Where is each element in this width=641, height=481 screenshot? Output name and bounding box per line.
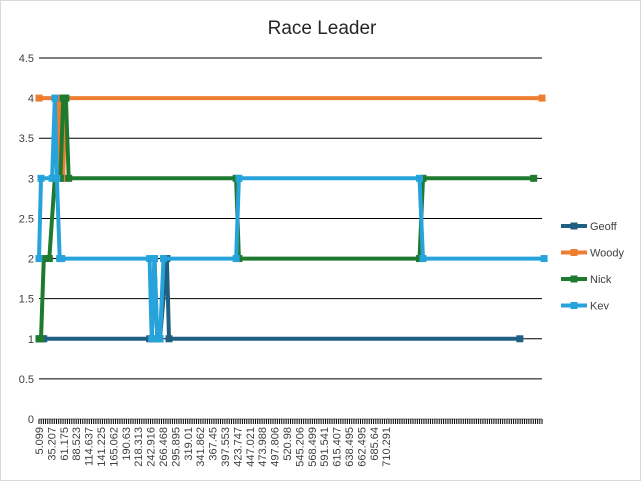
y-tick-label: 3 bbox=[28, 173, 34, 185]
gridlines bbox=[39, 57, 542, 420]
data-point-geoff bbox=[516, 335, 524, 343]
x-tick-label: 141.225 bbox=[96, 427, 108, 467]
x-tick-label: 638.495 bbox=[344, 427, 356, 467]
x-tick-label: 520.98 bbox=[282, 427, 294, 461]
data-point-woody bbox=[35, 94, 43, 102]
data-point-nick bbox=[65, 174, 73, 182]
x-tick-label: 242.916 bbox=[146, 427, 158, 467]
x-tick-label: 423.747 bbox=[232, 427, 244, 467]
data-point-nick bbox=[530, 174, 538, 182]
x-tick-label: 190.63 bbox=[121, 427, 133, 461]
data-point-nick bbox=[45, 255, 53, 263]
x-tick-label: 591.541 bbox=[319, 427, 331, 467]
data-point-kev bbox=[51, 94, 59, 102]
data-point-nick bbox=[62, 94, 70, 102]
data-point-kev bbox=[232, 255, 240, 263]
data-point-nick bbox=[37, 335, 45, 343]
legend-marker-geoff bbox=[570, 222, 578, 230]
legend-label-woody: Woody bbox=[590, 248, 625, 260]
x-tick-label: 319.01 bbox=[183, 427, 195, 461]
y-tick-label: 3.5 bbox=[19, 133, 34, 145]
y-tick-label: 2 bbox=[28, 254, 34, 266]
x-tick-label: 473.988 bbox=[257, 427, 269, 467]
legend-label-kev: Kev bbox=[590, 301, 609, 313]
x-tick-label: 341.862 bbox=[195, 427, 207, 467]
data-point-kev bbox=[150, 255, 158, 263]
x-tick-label: 615.407 bbox=[332, 427, 344, 467]
x-tick-label: 545.206 bbox=[294, 427, 306, 467]
data-point-kev bbox=[148, 335, 156, 343]
x-tick-label: 218.313 bbox=[133, 427, 145, 467]
legend-marker-woody bbox=[570, 249, 578, 256]
data-point-kev bbox=[146, 255, 154, 263]
axes: 0 0.5 1 1.5 2 2.5 3 3.5 4 4.5 5.099 35.207 61.175 88.… bbox=[19, 53, 543, 467]
x-tick-label: 710.291 bbox=[381, 427, 393, 467]
legend: Geoff Woody Nick Kev bbox=[561, 221, 625, 313]
legend-marker-nick bbox=[570, 275, 578, 283]
data-point-kev bbox=[419, 255, 427, 263]
data-point-kev bbox=[159, 255, 167, 263]
data-point-kev bbox=[48, 174, 56, 182]
legend-label-geoff: Geoff bbox=[590, 221, 618, 233]
x-tick-label: 497.806 bbox=[270, 427, 282, 467]
data-point-geoff bbox=[165, 335, 173, 343]
legend-marker-kev bbox=[570, 302, 578, 309]
x-tick-label: 266.468 bbox=[158, 427, 170, 467]
y-tick-label: 1 bbox=[28, 334, 34, 346]
y-tick-label: 0 bbox=[28, 414, 34, 426]
data-point-woody bbox=[538, 94, 546, 102]
x-tick-label: 685.64 bbox=[369, 427, 381, 461]
y-tick-label: 2.5 bbox=[19, 213, 34, 225]
series-line-kev bbox=[37, 98, 545, 341]
x-tick-label: 662.495 bbox=[356, 427, 368, 467]
y-tick-label: 1.5 bbox=[19, 294, 34, 306]
y-tick-label: 0.5 bbox=[19, 374, 34, 386]
data-point-kev bbox=[37, 174, 45, 182]
data-point-kev bbox=[416, 174, 424, 182]
x-tick-label: 367.45 bbox=[208, 427, 220, 461]
y-tick-label: 4 bbox=[28, 93, 34, 105]
legend-label-nick: Nick bbox=[590, 274, 612, 286]
data-point-kev bbox=[35, 255, 43, 263]
x-tick-label: 88.523 bbox=[71, 427, 83, 461]
chart-title: Race Leader bbox=[268, 18, 377, 39]
x-tick-label: 295.895 bbox=[170, 427, 182, 467]
x-tick-label: 397.553 bbox=[220, 427, 232, 467]
data-point-kev bbox=[235, 174, 243, 182]
data-point-kev bbox=[53, 174, 61, 182]
y-tick-label: 4.5 bbox=[19, 53, 34, 65]
x-tick-label: 61.175 bbox=[59, 427, 71, 461]
data-point-kev bbox=[58, 255, 66, 263]
x-tick-label: 568.499 bbox=[307, 427, 319, 467]
series-lines bbox=[35, 94, 548, 343]
data-point-nick bbox=[40, 255, 48, 263]
x-tick-label: 35.207 bbox=[46, 427, 58, 461]
data-point-kev bbox=[540, 255, 548, 263]
x-tick-label: 165.062 bbox=[108, 427, 120, 467]
data-point-kev bbox=[156, 335, 164, 343]
x-tick-label: 114.637 bbox=[84, 427, 96, 466]
x-tick-label: 447.021 bbox=[245, 427, 257, 467]
x-tick-label: 5.099 bbox=[34, 427, 46, 455]
